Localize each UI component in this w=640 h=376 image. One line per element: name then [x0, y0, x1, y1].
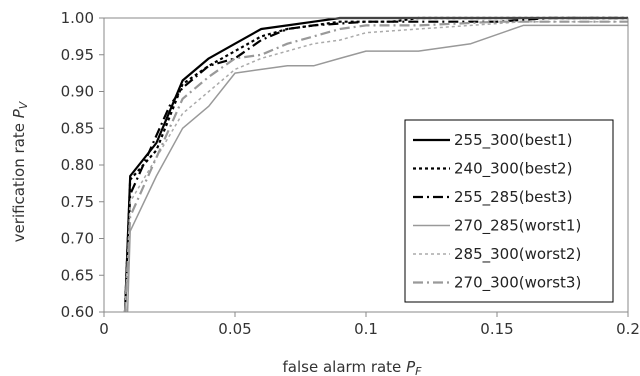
legend-label-5: 285_300(worst2) — [454, 245, 581, 264]
legend: 255_300(best1) 240_300(best2) 255_285(best… — [404, 119, 614, 303]
x-tick-label: 0.2 — [616, 320, 640, 338]
y-tick-label: 0.85 — [61, 119, 94, 137]
series-line-6 — [123, 20, 628, 313]
legend-box — [404, 119, 614, 303]
x-tick-label: 0.1 — [354, 320, 378, 338]
y-tick-label: 0.95 — [61, 46, 94, 64]
y-tick-label: 0.70 — [61, 230, 94, 248]
legend-items: 255_300(best1) 240_300(best2) 255_285(best… — [413, 131, 581, 293]
y-axis: 0.60 0.65 0.70 0.75 0.80 0.85 0.90 0.95 1.00 — [61, 9, 104, 321]
y-axis-title: verification rate PV — [10, 100, 30, 242]
series-line-5 — [124, 20, 628, 313]
x-tick-label: 0.15 — [480, 320, 513, 338]
legend-label-1: 255_300(best1) — [454, 131, 572, 150]
legend-label-3: 255_285(best3) — [454, 188, 572, 207]
y-tick-label: 0.65 — [61, 266, 94, 284]
y-tick-label: 0.75 — [61, 193, 94, 211]
y-tick-label: 0.90 — [61, 83, 94, 101]
x-axis-title: false alarm rate PF — [283, 358, 423, 376]
legend-label-2: 240_300(best2) — [454, 160, 572, 179]
x-axis: 0 0.05 0.1 0.15 0.2 — [99, 312, 640, 338]
y-tick-label: 0.80 — [61, 156, 94, 174]
x-tick-label: 0 — [99, 320, 109, 338]
series-line-4 — [126, 24, 628, 313]
y-tick-label: 1.00 — [61, 9, 94, 27]
y-tick-label: 0.60 — [61, 303, 94, 321]
x-tick-label: 0.05 — [218, 320, 251, 338]
legend-label-4: 270_285(worst1) — [454, 217, 581, 236]
legend-label-6: 270_300(worst3) — [454, 274, 581, 293]
